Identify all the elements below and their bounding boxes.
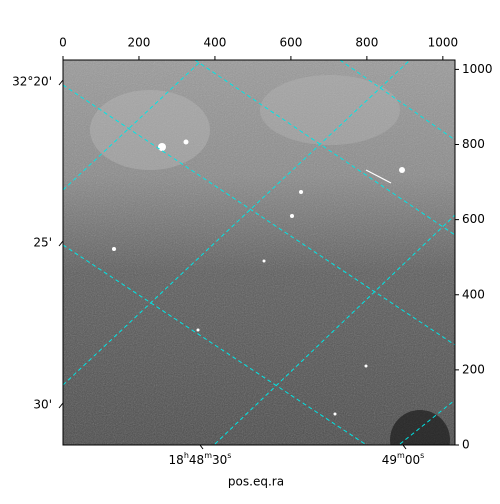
dec-tick-label: 32°20'	[12, 75, 52, 89]
y-tick-label: 200	[462, 362, 485, 376]
x-tick-label: 1000	[428, 36, 459, 50]
x-tick-label: 800	[355, 36, 378, 50]
dec-tick	[58, 402, 64, 409]
dec-tick	[58, 240, 64, 247]
y-tick-label: 600	[462, 212, 485, 226]
x-tick-label: 400	[203, 36, 226, 50]
x-axis-label: pos.eq.ra	[228, 475, 284, 489]
y-tick-label: 1000	[462, 62, 493, 76]
y-tick-label: 800	[462, 137, 485, 151]
ra-tick	[402, 444, 407, 450]
ra-tick	[199, 444, 204, 450]
x-tick-label: 0	[59, 36, 67, 50]
sky-image	[63, 60, 455, 445]
x-tick-label: 200	[128, 36, 151, 50]
ra-tick-label: 18h48m30s	[169, 451, 232, 467]
y-tick-label: 0	[462, 438, 470, 452]
frame	[62, 59, 456, 446]
dec-tick-label: 25'	[33, 236, 52, 250]
dec-tick-label: 30'	[33, 398, 52, 412]
dec-tick	[58, 79, 64, 86]
y-tick-label: 400	[462, 287, 485, 301]
ra-tick-label: 49m00s	[382, 451, 425, 467]
x-tick-label: 600	[279, 36, 302, 50]
